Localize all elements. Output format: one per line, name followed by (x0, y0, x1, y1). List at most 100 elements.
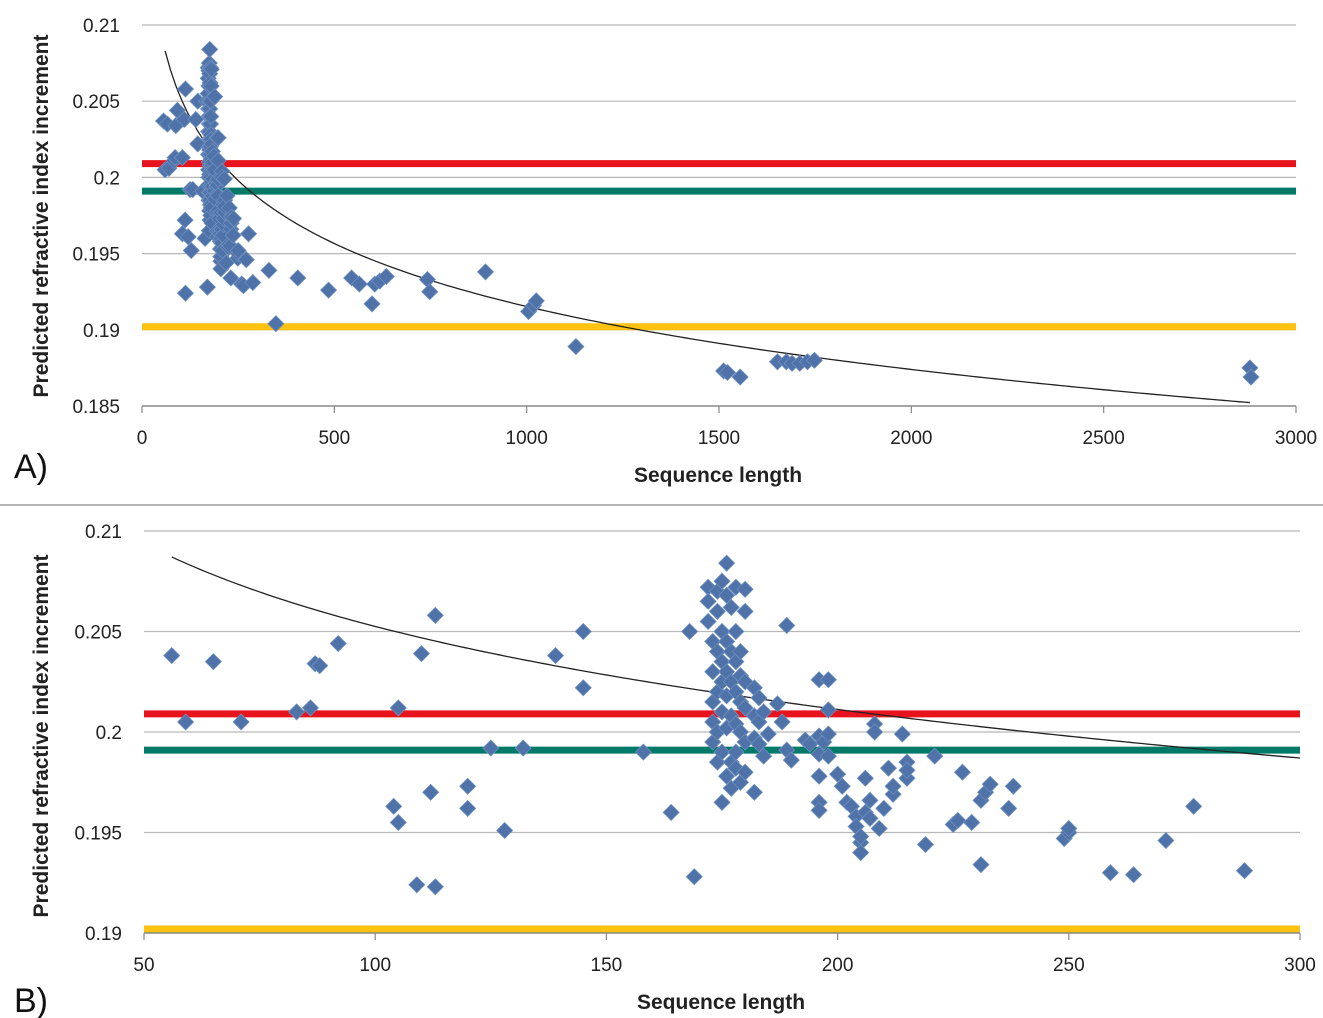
data-point (408, 876, 426, 894)
data-point (736, 699, 754, 717)
data-point (176, 211, 194, 229)
data-point (898, 761, 916, 779)
data-point (201, 40, 219, 58)
data-point (1157, 831, 1175, 850)
data-point (755, 747, 773, 765)
data-point (963, 813, 981, 832)
data-point (718, 363, 737, 382)
data-point (319, 281, 338, 299)
data-point (750, 689, 768, 707)
data-point (350, 275, 368, 293)
data-point (708, 602, 726, 620)
data-point (476, 263, 495, 281)
y-tick-label: 0.195 (72, 245, 120, 266)
panel-a-label: A) (14, 448, 48, 486)
data-point (229, 241, 247, 260)
data-point (704, 663, 722, 681)
data-point (875, 799, 893, 817)
data-point (699, 592, 717, 610)
data-point (949, 811, 967, 830)
data-point (1185, 797, 1203, 815)
x-tick-label: 250 (1053, 955, 1085, 976)
data-point (412, 645, 431, 663)
data-point (685, 868, 703, 886)
data-point (981, 775, 999, 793)
data-point (852, 844, 870, 862)
data-point (1060, 819, 1078, 838)
data-point (527, 292, 545, 310)
data-point (222, 269, 240, 287)
x-tick-label: 1000 (506, 428, 548, 449)
data-point (773, 713, 791, 731)
data-point (1235, 862, 1254, 880)
panel-b-y-ticks: 0.19 0.195 0.2 0.205 0.21 (74, 522, 122, 945)
data-point (163, 647, 181, 665)
data-point (459, 777, 477, 795)
data-point (736, 602, 754, 620)
data-point (175, 110, 193, 129)
data-point (819, 747, 837, 765)
data-point (819, 725, 837, 743)
data-point (718, 767, 736, 785)
data-point (422, 783, 440, 801)
data-point (426, 606, 444, 624)
y-tick-label: 0.19 (85, 924, 122, 945)
data-point (574, 622, 592, 641)
panel-a: 0 500 1000 1500 2000 2500 3000 0.1850.190.1950… (14, 16, 1317, 487)
panel-b-label: B) (14, 982, 48, 1018)
data-point (260, 261, 278, 279)
data-point (731, 368, 749, 386)
data-point (198, 278, 216, 296)
x-tick-label: 300 (1284, 955, 1316, 976)
y-tick-label: 0.195 (74, 824, 122, 845)
panel-b: 50 100 150 200 250 300 0.190.1950.20.2050.21 … (14, 522, 1316, 1018)
panel-a-y-ticks: 0.185 0.19 0.195 0.2 0.205 0.21 (72, 16, 120, 418)
data-point (202, 60, 220, 78)
data-point (634, 743, 652, 761)
data-point (926, 747, 944, 765)
x-tick-label: 150 (591, 955, 623, 976)
data-point (916, 835, 935, 854)
panel-a-x-ticks: 0 500 1000 1500 2000 2500 3000 (137, 406, 1317, 449)
data-point (182, 241, 200, 260)
data-point (861, 809, 879, 827)
data-point (736, 580, 754, 598)
data-point (819, 701, 837, 719)
data-point (546, 647, 565, 665)
panel-b-points (163, 554, 1254, 896)
y-tick-label: 0.19 (83, 321, 120, 342)
data-point (856, 769, 874, 787)
data-point (267, 315, 285, 333)
data-point (1101, 864, 1119, 882)
panel-b-x-axis-title: Sequence length (637, 991, 805, 1014)
data-point (426, 878, 444, 896)
panel-a-y-axis-title: Predicted refractive index increment (30, 35, 53, 398)
y-tick-label: 0.205 (74, 623, 122, 644)
data-point (574, 679, 592, 697)
data-point (514, 739, 532, 757)
x-tick-label: 100 (359, 955, 391, 976)
data-point (329, 634, 347, 653)
data-point (389, 813, 407, 832)
data-point (662, 803, 680, 821)
data-point (1000, 799, 1018, 817)
data-point (176, 284, 195, 302)
data-point (385, 797, 403, 815)
y-tick-label: 0.2 (96, 723, 122, 744)
data-point (727, 622, 745, 641)
data-point (819, 671, 837, 689)
data-point (736, 763, 754, 781)
data-point (418, 270, 436, 289)
x-tick-label: 500 (318, 428, 350, 449)
data-point (750, 735, 768, 753)
data-point (224, 209, 243, 228)
data-point (745, 783, 763, 801)
data-point (377, 267, 395, 286)
data-point (759, 725, 777, 743)
panel-a-gridlines (142, 24, 1296, 331)
data-point (805, 351, 823, 369)
data-point (301, 699, 320, 717)
data-point (389, 699, 407, 717)
panel-b-y-axis-title: Predicted refractive index increment (30, 555, 53, 918)
